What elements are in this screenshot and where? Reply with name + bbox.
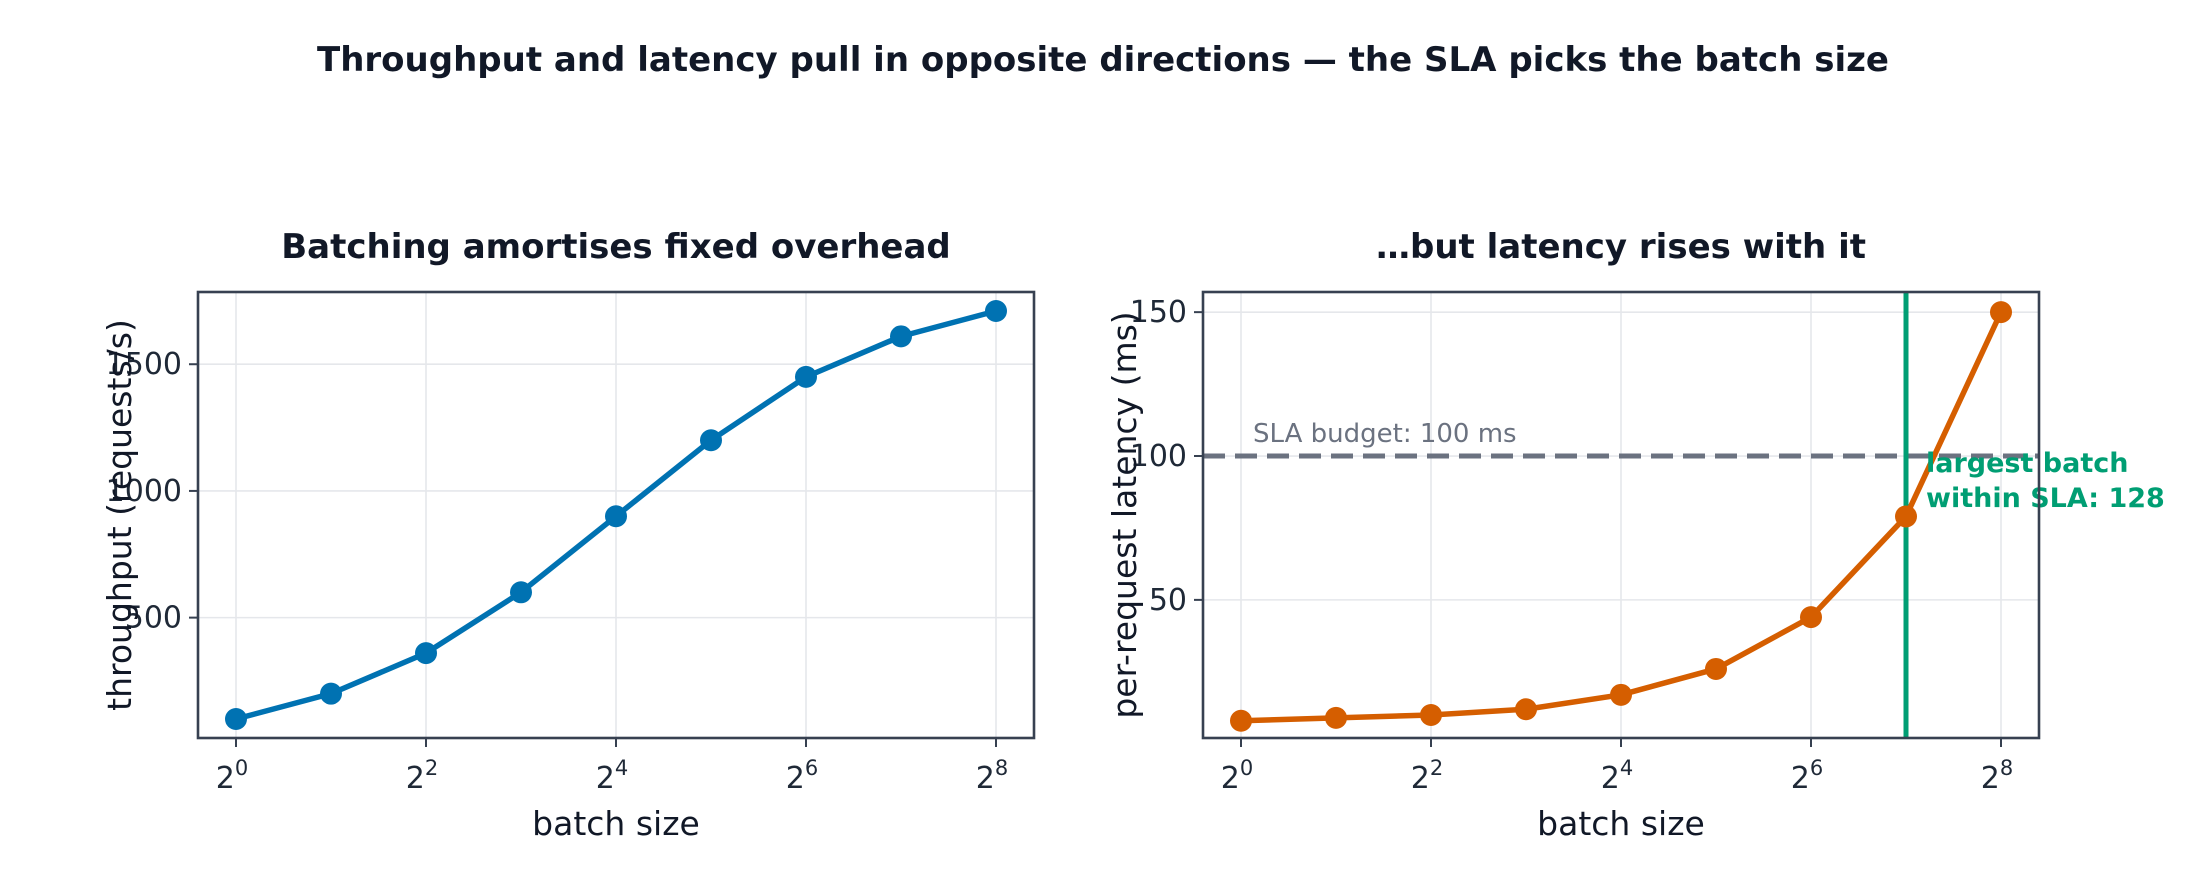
x-tick-label: 24 bbox=[596, 756, 628, 796]
y-tick-label: 50 bbox=[1149, 583, 1187, 618]
data-point bbox=[1230, 709, 1252, 732]
chart-panel-2: SLA budget: 100 ms largest batch within SL… bbox=[1105, 227, 2165, 843]
y-axis-label: per-request latency (ms) bbox=[1105, 311, 1144, 718]
x-tick-label: 22 bbox=[406, 756, 438, 796]
data-point bbox=[795, 365, 817, 388]
data-point bbox=[320, 682, 342, 705]
x-axis-label: batch size bbox=[532, 804, 700, 843]
x-tick-label: 22 bbox=[1411, 756, 1443, 796]
x-tick-label: 24 bbox=[1601, 756, 1633, 796]
panel-title: Batching amortises fixed overhead bbox=[281, 227, 951, 267]
panel-title: …but latency rises with it bbox=[1376, 227, 1866, 267]
data-point bbox=[415, 642, 437, 665]
data-point bbox=[700, 429, 722, 452]
data-point bbox=[225, 707, 247, 730]
x-tick-label: 28 bbox=[1981, 756, 2013, 796]
data-point bbox=[1420, 703, 1442, 726]
figure-title: Throughput and latency pull in opposite … bbox=[317, 40, 1889, 80]
x-tick-label: 20 bbox=[1221, 756, 1253, 796]
data-point bbox=[605, 505, 627, 528]
y-tick-label: 100 bbox=[1130, 439, 1187, 474]
chart-panel-1: 20 22 24 26 28 500 1000 1500 Batching amortises … bbox=[100, 227, 1036, 843]
x-tick-label: 20 bbox=[216, 756, 248, 796]
data-point bbox=[1895, 505, 1917, 528]
data-point bbox=[1705, 657, 1727, 680]
y-tick-label: 1500 bbox=[106, 347, 182, 382]
data-point bbox=[1990, 301, 2012, 324]
data-point bbox=[510, 581, 532, 604]
data-point bbox=[890, 325, 912, 348]
data-point bbox=[1515, 698, 1537, 721]
x-tick-label: 26 bbox=[786, 756, 818, 796]
chosen-batch-label: within SLA: 128 bbox=[1926, 483, 2165, 514]
sla-budget-label: SLA budget: 100 ms bbox=[1253, 419, 1517, 449]
x-tick-label: 26 bbox=[1791, 756, 1823, 796]
x-axis-label: batch size bbox=[1537, 804, 1705, 843]
y-tick-label: 150 bbox=[1130, 295, 1187, 330]
data-point bbox=[1610, 683, 1632, 706]
y-tick-label: 1000 bbox=[106, 474, 182, 509]
data-point bbox=[1325, 706, 1347, 729]
data-point bbox=[1800, 606, 1822, 629]
y-axis-label: throughput (requests/s) bbox=[100, 319, 139, 711]
data-point bbox=[985, 300, 1007, 323]
chosen-batch-label: largest batch bbox=[1926, 448, 2129, 479]
x-tick-label: 28 bbox=[976, 756, 1008, 796]
y-tick-label: 500 bbox=[125, 601, 182, 636]
